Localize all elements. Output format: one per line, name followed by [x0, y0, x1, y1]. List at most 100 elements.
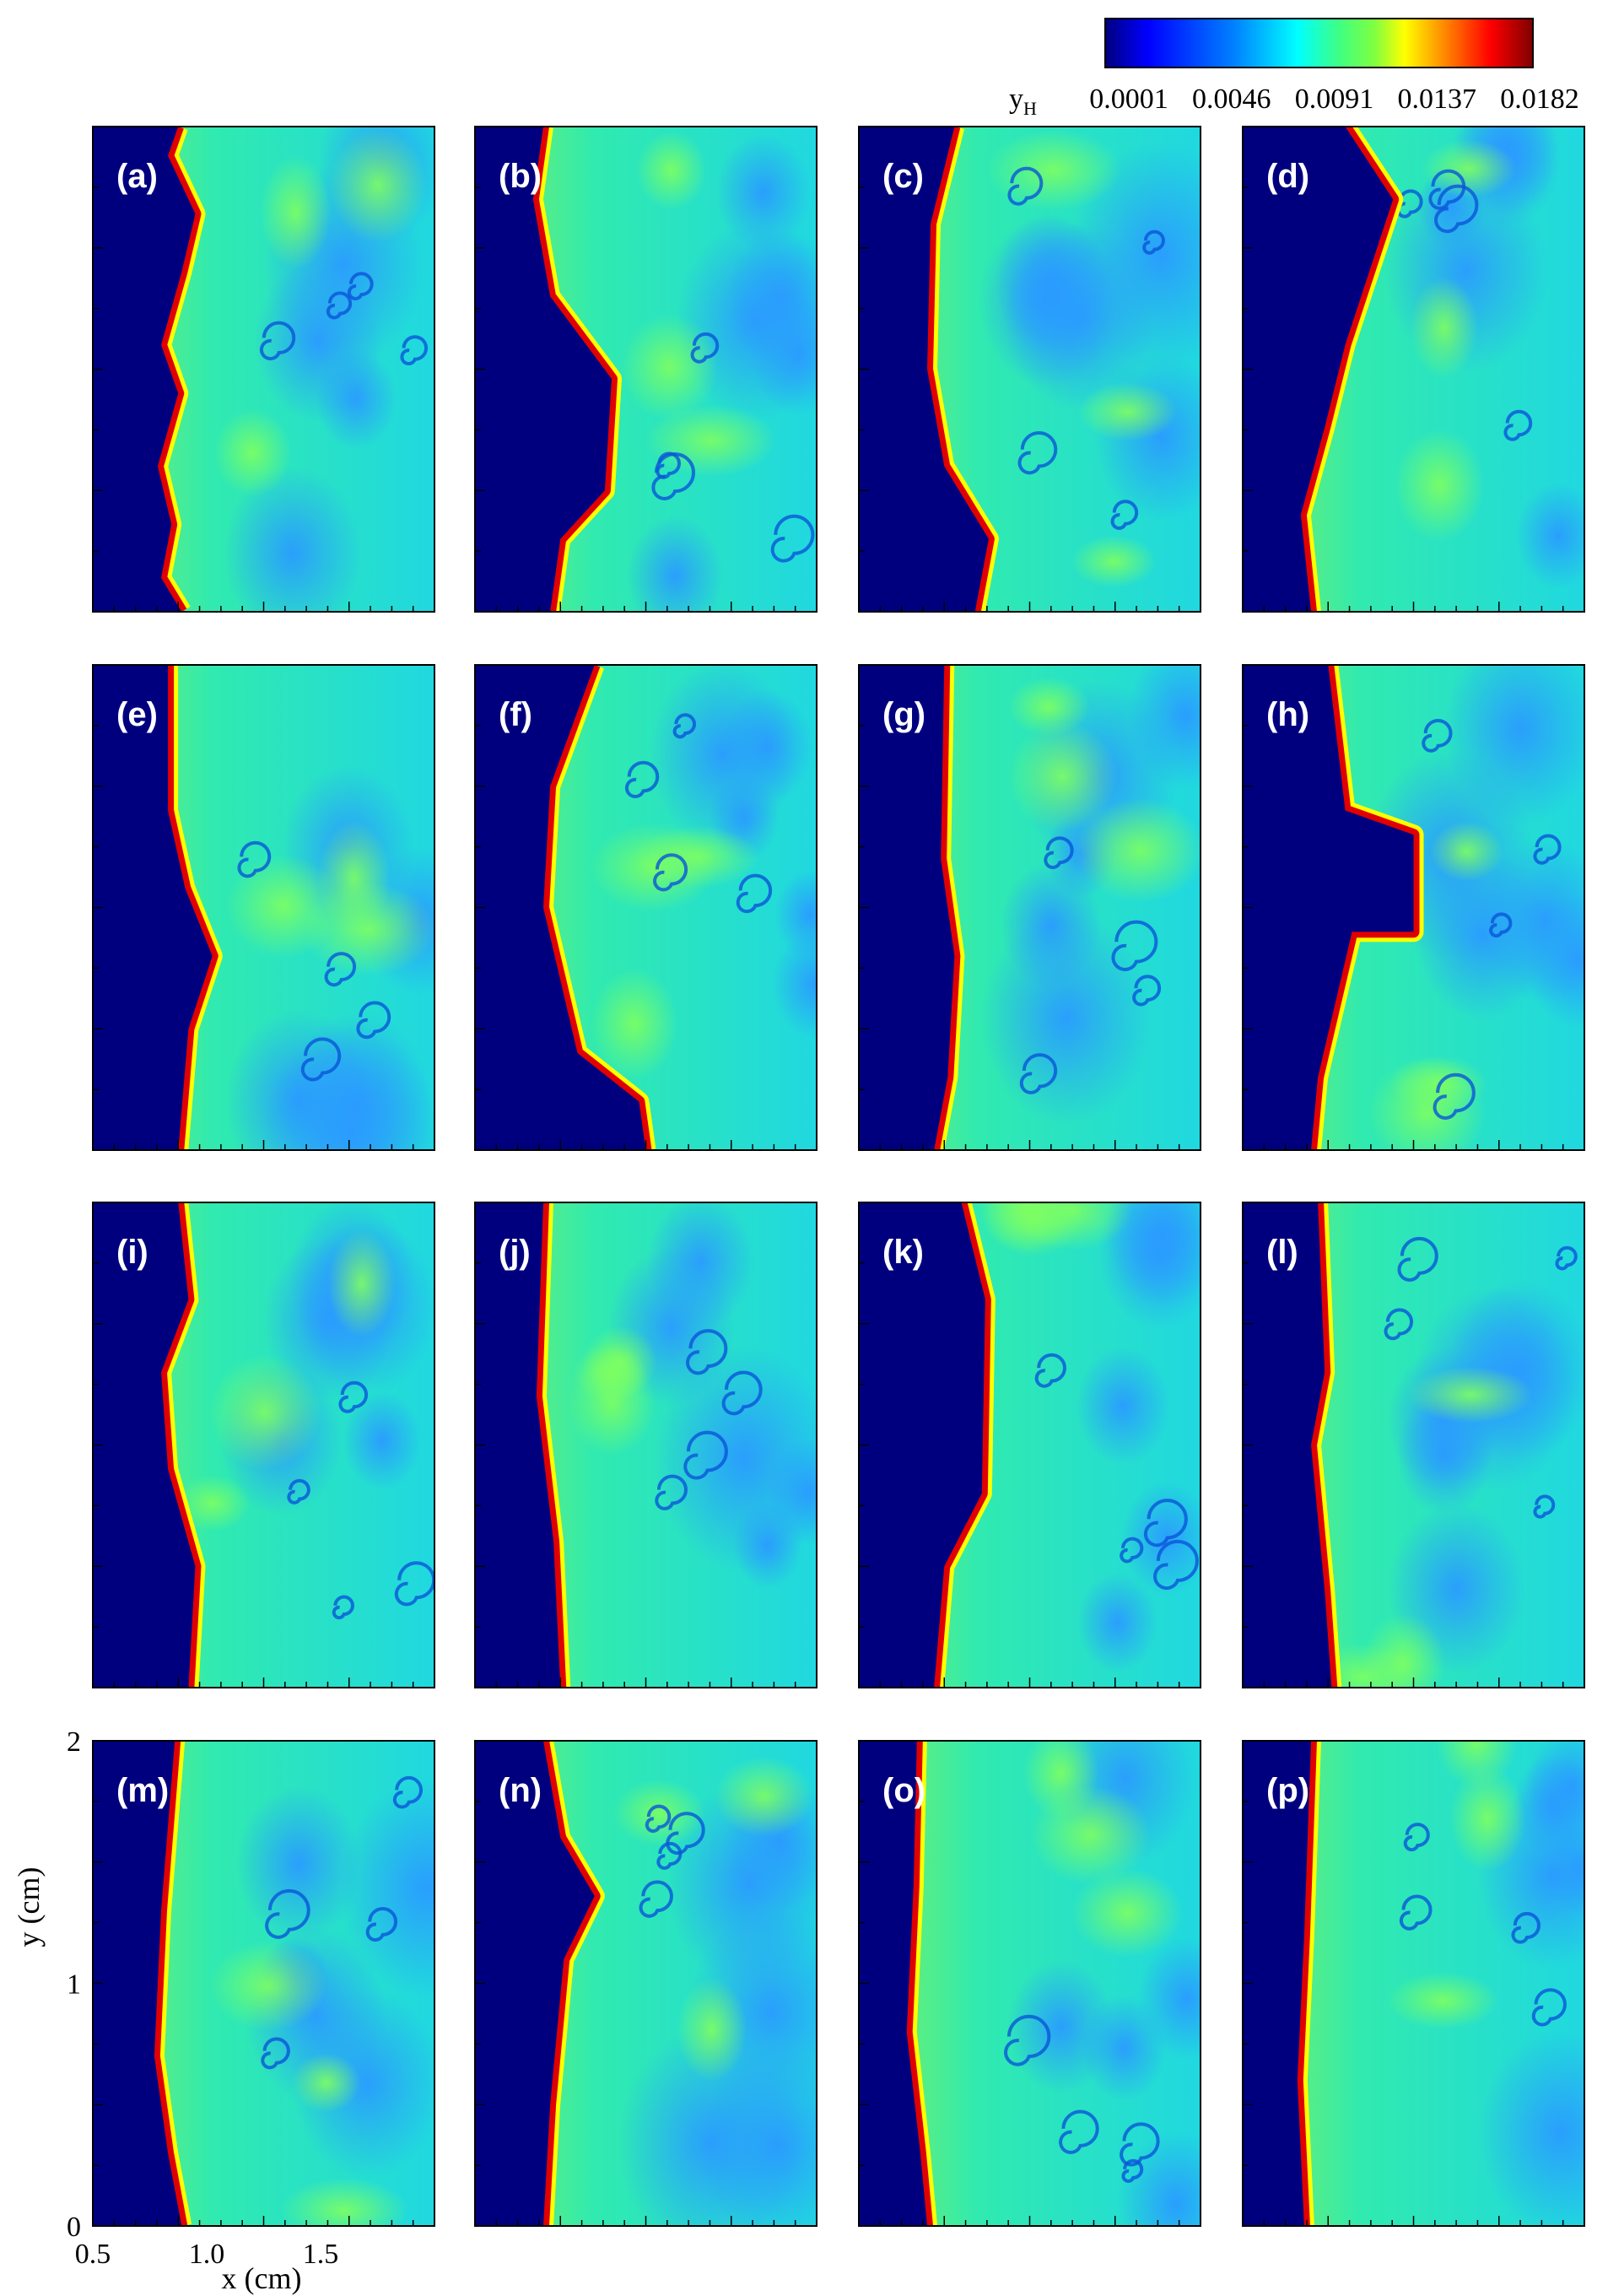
vortex-roll	[394, 1561, 434, 1607]
vortex-roll	[1059, 2110, 1099, 2154]
vortex-roll	[651, 452, 696, 500]
warm-region	[1071, 1867, 1184, 1958]
unburned-region	[859, 127, 989, 612]
panel-label: (j)	[499, 1234, 531, 1271]
warm-region	[589, 823, 718, 912]
warm-region	[280, 2177, 408, 2226]
vortex-roll	[400, 335, 429, 365]
panel-a: (a)	[92, 126, 435, 613]
eddy-region	[1076, 1346, 1171, 1466]
vortex-roll	[1142, 230, 1165, 255]
unburned-region	[1243, 665, 1414, 1150]
vortex-roll	[639, 1880, 673, 1918]
unburned-region	[93, 127, 196, 612]
vortex-roll	[1503, 409, 1533, 441]
vortex-roll	[347, 272, 374, 300]
x-tick-label: 1.5	[303, 2239, 339, 2270]
panel-label: (l)	[1266, 1234, 1298, 1271]
panel-e: (e)	[92, 664, 435, 1151]
vortex-roll	[770, 514, 815, 563]
vortex-roll	[261, 2037, 290, 2070]
panel-label: (h)	[1266, 696, 1309, 733]
vortex-roll	[1397, 1236, 1438, 1282]
vortex-roll	[645, 1804, 672, 1834]
warm-region	[612, 1779, 705, 1847]
colorbar: yH 0.0001 0.0046 0.0091 0.0137 0.0182	[1009, 18, 1579, 119]
unburned-region	[475, 665, 646, 1150]
vortex-roll	[324, 952, 357, 987]
panel-n: (n)	[474, 1740, 817, 2227]
warm-region	[1029, 1785, 1151, 1885]
panel-field	[475, 1202, 817, 1688]
panel-c: (c)	[858, 126, 1201, 613]
panel-i: (i)	[92, 1202, 435, 1688]
eddy-region	[343, 1391, 422, 1490]
warm-region	[1436, 1741, 1518, 1789]
panel-field	[859, 127, 1201, 612]
panel-f: (f)	[474, 664, 817, 1151]
eddy-region	[1117, 2131, 1201, 2226]
vortex-roll	[1422, 719, 1453, 753]
vortex-roll	[1434, 184, 1479, 234]
vortex-roll	[1007, 166, 1044, 206]
vortex-roll	[259, 321, 296, 361]
panel-label: (i)	[116, 1234, 148, 1271]
panel-field	[475, 665, 817, 1150]
vortex-roll	[683, 1430, 728, 1480]
vortex-roll	[332, 1595, 354, 1620]
warm-region	[636, 131, 707, 210]
warm-region	[986, 129, 1121, 211]
unburned-region	[475, 1741, 595, 2226]
panel-field	[859, 1202, 1201, 1688]
colorbar-tick-label: 0.0137	[1398, 84, 1477, 115]
unburned-region	[1243, 1741, 1311, 2226]
vortex-roll	[392, 1775, 424, 1809]
panel-field	[859, 665, 1201, 1150]
vortex-roll	[1110, 500, 1139, 530]
y-axis-title: y (cm)	[12, 1867, 46, 1948]
vortex-roll	[1555, 1245, 1578, 1271]
x-tick-label: 1.0	[189, 2239, 225, 2270]
vortex-roll	[1144, 1499, 1188, 1548]
panel-field	[475, 1741, 817, 2226]
warm-region	[317, 820, 391, 937]
warm-region	[1074, 797, 1201, 903]
colorbar-tick-label: 0.0091	[1295, 84, 1374, 115]
vortex-roll	[356, 1001, 391, 1040]
vortex-roll	[1384, 1308, 1414, 1341]
panel-g: (g)	[858, 664, 1201, 1151]
warm-region	[291, 2052, 361, 2113]
warm-region	[1386, 1972, 1500, 2029]
vortex-roll	[1120, 2122, 1160, 2167]
vortex-roll	[1044, 836, 1074, 869]
unburned-region	[859, 1202, 985, 1688]
panel-m: (m) 0.5 1.0 1.5 0 1 2	[67, 1726, 435, 2270]
vortex-roll	[237, 840, 272, 878]
panel-field	[93, 1202, 434, 1688]
eddy-region	[1120, 1481, 1201, 1596]
unburned-region	[93, 665, 213, 1150]
vortex-roll	[1132, 975, 1162, 1007]
vortex-roll	[1153, 1539, 1199, 1590]
eddy-region	[627, 516, 724, 612]
panel-o: (o)	[858, 1740, 1201, 2227]
warm-region	[213, 408, 292, 497]
unburned-region	[475, 1202, 561, 1688]
warm-region	[1410, 277, 1478, 379]
y-tick-label: 1	[67, 1969, 81, 2001]
eddy-region	[1478, 2029, 1584, 2226]
panel-label: (o)	[882, 1772, 925, 1809]
eddy-region	[653, 1344, 817, 1573]
unburned-region	[1243, 1202, 1332, 1688]
panel-grid: (a) (b) (c) (d) (e) (f) (g) (h) (i) (j) (k) (l) (m) 0…	[67, 126, 1585, 2270]
colorbar-bar	[1104, 18, 1534, 68]
warm-region	[1071, 535, 1157, 588]
warm-region	[329, 127, 427, 243]
vortex-roll	[1121, 2158, 1144, 2183]
panel-field	[1243, 127, 1584, 612]
colorbar-tick-label: 0.0182	[1500, 84, 1579, 115]
eddy-region	[1396, 1394, 1493, 1515]
vortex-roll	[300, 1037, 342, 1082]
warm-region	[175, 1474, 251, 1532]
vortex-roll	[655, 1474, 688, 1510]
